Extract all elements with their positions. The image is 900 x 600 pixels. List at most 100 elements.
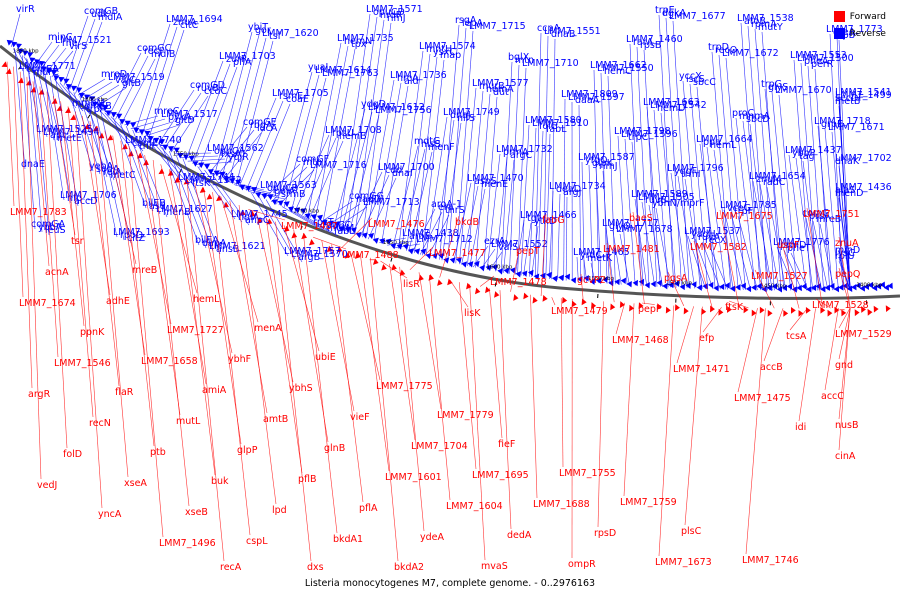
forward-gene-arrow[interactable]: [783, 309, 789, 317]
gene-label[interactable]: LMM7_1437: [785, 145, 842, 156]
gene-label[interactable]: LMM7_1672: [722, 48, 779, 59]
gene-label[interactable]: pflA: [359, 503, 378, 514]
reverse-gene-arrow[interactable]: [310, 213, 317, 220]
gene-label[interactable]: LMM7_1597: [568, 92, 625, 103]
gene-label[interactable]: sodA: [96, 164, 120, 175]
gene-label[interactable]: LMM7_1519: [108, 72, 165, 83]
gene-label[interactable]: glpP: [237, 445, 258, 456]
reverse-gene-arrow[interactable]: [316, 214, 323, 221]
gene-label[interactable]: buk: [211, 476, 229, 487]
gene-label[interactable]: LMM7_1627: [156, 204, 213, 215]
gene-label[interactable]: LMM7_1466: [520, 210, 577, 221]
forward-gene-arrow[interactable]: [718, 308, 724, 316]
forward-gene-arrow[interactable]: [581, 298, 587, 306]
gene-label[interactable]: pflA: [233, 57, 252, 68]
gene-label[interactable]: bkdA1: [333, 534, 363, 545]
forward-gene-arrow[interactable]: [805, 306, 811, 314]
gene-label[interactable]: znuA: [835, 238, 859, 249]
gene-label[interactable]: LMM7_1749: [443, 107, 500, 118]
forward-gene-arrow[interactable]: [571, 300, 577, 308]
gene-label[interactable]: leuS: [45, 225, 66, 236]
gene-label[interactable]: grpE: [821, 119, 843, 130]
forward-gene-arrow[interactable]: [532, 296, 538, 304]
gene-label[interactable]: LMM7_1476: [368, 219, 425, 230]
gene-label[interactable]: accB: [760, 362, 783, 373]
gene-label[interactable]: yadH: [691, 229, 716, 240]
gene-label[interactable]: LMM7_1671: [828, 122, 885, 133]
forward-gene-arrow[interactable]: [674, 304, 680, 311]
gene-label[interactable]: ezrA: [484, 236, 506, 247]
reverse-gene-arrow[interactable]: [78, 92, 85, 99]
gene-label[interactable]: comGB: [84, 6, 118, 17]
gene-label[interactable]: metB: [835, 96, 860, 107]
reverse-gene-arrow[interactable]: [46, 67, 53, 74]
reverse-gene-arrow[interactable]: [509, 267, 516, 274]
reverse-gene-arrow[interactable]: [558, 274, 564, 281]
gene-label[interactable]: lisK: [464, 308, 481, 319]
forward-gene-arrow[interactable]: [710, 305, 715, 313]
gene-label[interactable]: xseA: [124, 478, 147, 489]
gene-label[interactable]: asd: [149, 201, 166, 212]
gene-label[interactable]: argB: [298, 252, 320, 263]
gene-label[interactable]: LMM7_1521: [55, 35, 112, 46]
gene-label[interactable]: LMM7_1525: [36, 124, 93, 135]
gene-label[interactable]: trpA: [86, 104, 107, 115]
gene-label[interactable]: pepQ: [835, 269, 860, 280]
forward-gene-arrow[interactable]: [854, 309, 860, 317]
gene-label[interactable]: pepT: [516, 246, 540, 257]
gene-label[interactable]: prmD: [780, 240, 806, 251]
reverse-gene-arrow[interactable]: [589, 278, 595, 285]
gene-label[interactable]: mreB: [132, 265, 157, 276]
gene-label[interactable]: gcvP2: [577, 275, 606, 286]
reverse-gene-arrow[interactable]: [105, 110, 112, 116]
gene-label[interactable]: LMM7_1717: [602, 218, 659, 229]
reverse-gene-arrow[interactable]: [431, 253, 438, 260]
gene-label[interactable]: argR: [28, 389, 51, 400]
forward-gene-arrow[interactable]: [798, 309, 804, 317]
gene-label[interactable]: LMM7_1654: [749, 171, 806, 182]
reverse-gene-arrow[interactable]: [11, 41, 18, 48]
gene-label[interactable]: LMM7_1715: [469, 21, 526, 32]
gene-label[interactable]: hemL: [710, 140, 737, 151]
gene-label[interactable]: ompR: [568, 559, 596, 570]
reverse-gene-arrow[interactable]: [729, 285, 736, 292]
reverse-gene-arrow[interactable]: [368, 233, 375, 240]
gene-label[interactable]: rbgA: [250, 120, 273, 131]
forward-gene-arrow[interactable]: [656, 303, 662, 311]
gene-label[interactable]: LMM7_1477: [429, 248, 486, 259]
gene-label[interactable]: amtB: [263, 414, 288, 425]
gene-label[interactable]: prmA: [503, 147, 529, 158]
gene-label[interactable]: argC: [510, 150, 533, 161]
gene-label[interactable]: menE: [481, 179, 508, 190]
gene-label[interactable]: opuCD: [373, 7, 405, 18]
gene-label[interactable]: comEA: [26, 64, 59, 75]
gene-label[interactable]: LMM7_1664: [696, 134, 753, 145]
gene-label[interactable]: dxs: [307, 562, 324, 573]
gene-label[interactable]: znuA: [173, 17, 197, 28]
reverse-gene-arrow[interactable]: [41, 66, 48, 72]
gene-label[interactable]: efp: [699, 333, 714, 344]
gene-label[interactable]: LMM7_1475: [734, 393, 791, 404]
gene-label[interactable]: LMM7_1796: [667, 163, 724, 174]
forward-gene-arrow[interactable]: [206, 193, 213, 200]
gene-label[interactable]: aroE: [409, 231, 430, 242]
gene-label[interactable]: tcsA: [786, 331, 807, 342]
gene-label[interactable]: yqjR: [228, 152, 249, 163]
reverse-gene-arrow[interactable]: [691, 281, 697, 288]
reverse-gene-arrow[interactable]: [806, 286, 812, 293]
gene-label[interactable]: ptb: [150, 447, 166, 458]
reverse-gene-arrow[interactable]: [879, 281, 886, 288]
reverse-gene-arrow[interactable]: [771, 283, 778, 290]
gene-label[interactable]: trpB: [835, 30, 855, 41]
gene-label[interactable]: LMM7_1580: [525, 115, 582, 126]
reverse-gene-arrow[interactable]: [173, 147, 180, 154]
gene-label[interactable]: LMM7_1693: [113, 227, 170, 238]
reverse-gene-arrow[interactable]: [539, 272, 546, 280]
gene-label[interactable]: LMM7_1677: [669, 11, 726, 22]
gene-label[interactable]: comEC: [132, 138, 165, 149]
forward-gene-arrow[interactable]: [354, 252, 361, 259]
forward-gene-arrow[interactable]: [64, 107, 71, 113]
gene-label[interactable]: mntH: [426, 44, 452, 55]
reverse-gene-arrow[interactable]: [58, 76, 65, 83]
gene-label[interactable]: udk: [91, 9, 109, 20]
